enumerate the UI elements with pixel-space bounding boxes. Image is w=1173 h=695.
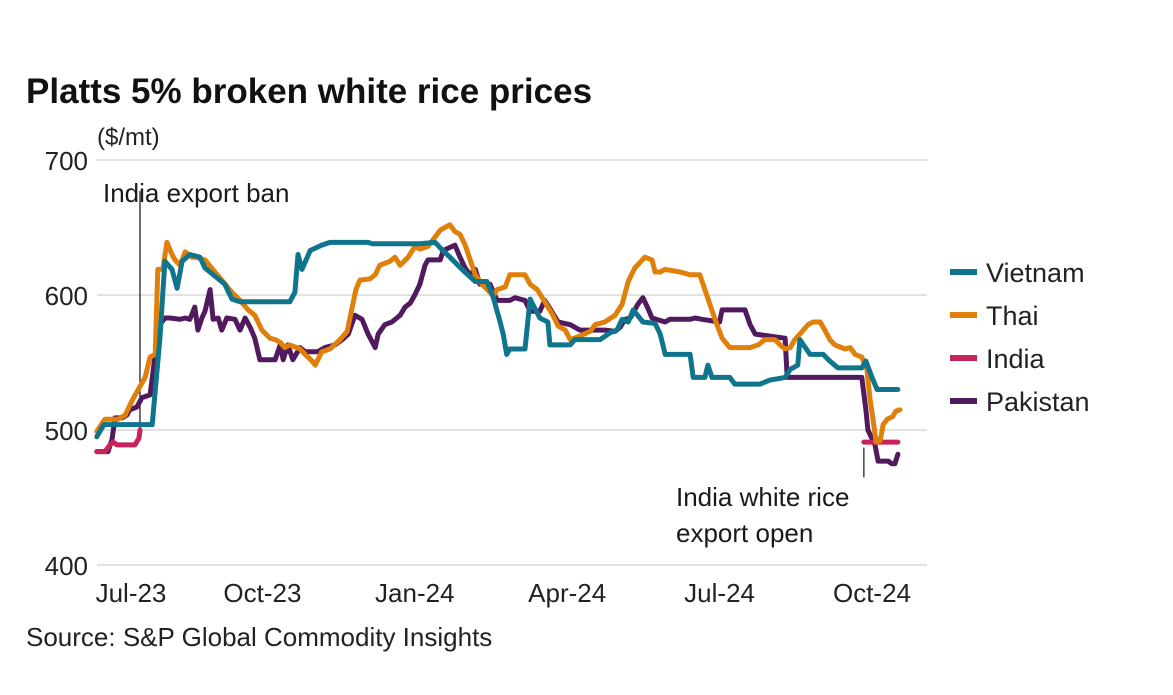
x-tick-label: Jul-23 <box>96 578 167 608</box>
y-tick-label: 700 <box>45 146 88 176</box>
series-line-india <box>94 427 143 455</box>
legend-label-thai: Thai <box>986 301 1039 331</box>
source-note: Source: S&P Global Commodity Insights <box>26 622 492 652</box>
legend: Vietnam Thai India Pakistan <box>950 258 1090 417</box>
x-axis-ticks: Jul-23 Oct-23 Jan-24 Apr-24 Jul-24 Oct-24 <box>96 578 911 608</box>
x-tick-label: Apr-24 <box>528 578 606 608</box>
y-tick-label: 400 <box>45 551 88 581</box>
y-axis-ticks: 400 500 600 700 <box>45 146 88 581</box>
annotation-text: India white rice <box>676 482 849 512</box>
y-tick-label: 500 <box>45 416 88 446</box>
chart-title: Platts 5% broken white rice prices <box>26 72 592 111</box>
x-tick-label: Oct-24 <box>833 578 911 608</box>
series-line-pakistan <box>94 242 901 467</box>
legend-label-india: India <box>986 344 1046 374</box>
legend-label-pakistan: Pakistan <box>986 387 1090 417</box>
annotation-text: export open <box>676 518 813 548</box>
annotations: India export ban India white rice export o… <box>103 178 865 548</box>
series-line-thai <box>94 222 903 445</box>
series-line-vietnam <box>94 239 901 440</box>
x-tick-label: Jan-24 <box>375 578 455 608</box>
y-tick-label: 600 <box>45 281 88 311</box>
annotation-text: India export ban <box>103 178 289 208</box>
series-lines <box>94 222 903 467</box>
legend-label-vietnam: Vietnam <box>986 258 1085 288</box>
x-tick-label: Oct-23 <box>223 578 301 608</box>
x-tick-label: Jul-24 <box>684 578 755 608</box>
y-axis-unit-label: ($/mt) <box>97 124 160 151</box>
